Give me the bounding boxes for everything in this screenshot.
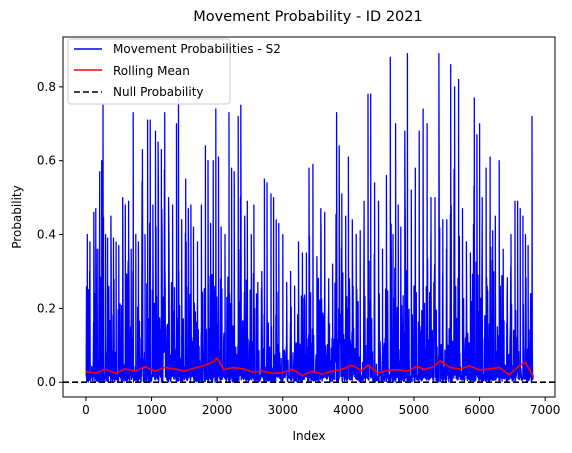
y-tick-label: 0.0 [37, 375, 56, 389]
rolling-mean-line [85, 356, 535, 378]
y-axis-label: Probability [10, 185, 24, 248]
x-tick-label: 3000 [267, 403, 298, 417]
y-tick-label: 0.8 [37, 80, 56, 94]
x-tick-label: 7000 [530, 403, 561, 417]
legend-label-movement-probabilities: Movement Probabilities - S2 [113, 42, 281, 56]
series-movement-probabilities [85, 52, 534, 383]
x-axis-label: Index [292, 429, 325, 443]
plot-frame [62, 36, 556, 398]
series-rolling-mean [85, 356, 535, 378]
y-tick-label: 0.2 [37, 301, 56, 315]
x-tick-label: 0 [82, 403, 90, 417]
x-tick-label: 5000 [399, 403, 430, 417]
legend: Movement Probabilities - S2 Rolling Mean… [67, 38, 281, 105]
x-tick-label: 2000 [202, 403, 233, 417]
x-tick-label: 1000 [136, 403, 167, 417]
y-tick-label: 0.4 [37, 228, 56, 242]
y-tick-label: 0.6 [37, 154, 56, 168]
chart-title: Movement Probability - ID 2021 [193, 9, 422, 25]
x-tick-label: 4000 [333, 403, 364, 417]
x-axis: 0 1000 2000 3000 4000 5000 6000 7000 [82, 397, 560, 417]
legend-label-rolling-mean: Rolling Mean [113, 64, 190, 78]
legend-box [67, 38, 231, 105]
x-tick-label: 6000 [464, 403, 495, 417]
legend-label-null-probability: Null Probability [113, 85, 204, 99]
y-axis: 0.0 0.2 0.4 0.6 0.8 [37, 80, 63, 389]
movement-probabilities-line [85, 52, 534, 383]
